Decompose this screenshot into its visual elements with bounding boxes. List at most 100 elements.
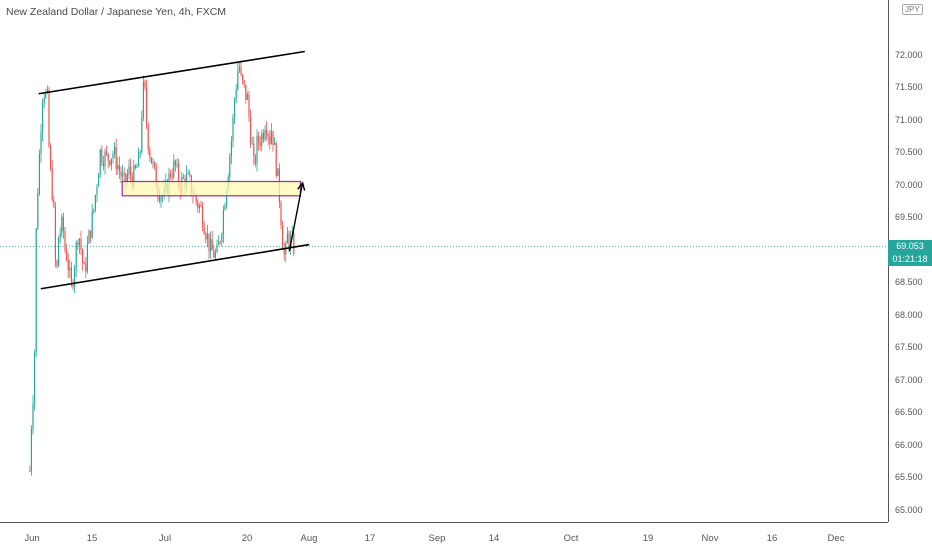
candle-body [122,173,124,177]
candle-body [254,156,256,164]
candle-body [141,117,143,152]
time-tick-label: Oct [563,533,579,544]
candle-body [206,233,208,240]
candle-body [34,352,36,404]
chart-area[interactable]: New Zealand Dollar / Japanese Yen, 4h, F… [0,0,888,522]
candle-body [211,239,213,251]
candle-body [176,163,178,166]
candle-body [150,157,152,164]
candle-body [82,249,84,264]
candle-body [80,238,82,250]
candle-body [40,132,42,154]
candle-body [83,263,85,265]
candle-body [144,81,146,88]
price-tick-label: 65.000 [895,504,923,515]
time-tick-label: 15 [86,533,98,544]
time-tick-label: Jul [158,533,172,544]
candle-body [178,163,180,185]
time-tick-label: 17 [364,533,376,544]
candle-body [91,211,93,238]
candle-body [264,129,266,140]
candle-body [155,166,157,188]
candle-body [238,66,240,71]
price-axis[interactable]: JPY 72.000 71.500 71.000 70.500 70.000 69.500… [888,0,932,522]
candle-body [234,99,236,118]
candle-body [253,143,255,157]
time-tick-label: Sep [428,533,446,544]
candle-body [93,209,95,212]
candle-body [203,227,205,235]
candle-body [61,216,63,234]
candle-body [229,155,231,177]
candle-body [66,250,68,261]
candle-body [115,146,117,169]
time-tick-label: Aug [300,533,318,544]
candle-body [114,146,116,154]
time-tick-label: Jun [24,533,40,544]
price-tick-label: 69.500 [895,212,923,223]
price-tick-label: 70.500 [895,147,923,158]
candle-body [109,160,111,166]
candle-body [51,168,53,200]
candle-body [133,165,135,187]
price-tick-label: 65.500 [895,472,923,483]
candle-body [54,205,56,261]
projection-arrow [288,182,304,252]
candle-body [242,74,244,81]
candle-body [198,205,200,208]
candle-body [53,199,55,206]
candle-body [94,195,96,210]
candle-body [293,233,295,254]
candle-body [282,225,284,250]
price-tick-label: 66.500 [895,407,923,418]
candle-body [59,233,61,238]
candle-body [224,205,226,211]
candle-body [237,70,239,90]
candle-body [218,241,220,246]
candle-body [270,130,272,144]
candle-body [186,173,188,188]
candle-body [50,146,52,169]
candle-body [62,216,64,231]
candle-body [267,134,269,137]
candle-body [42,102,44,133]
candle-body [189,173,191,176]
candle-body [283,249,285,255]
candle-body [147,123,149,151]
price-tick-label: 71.500 [895,82,923,93]
price-tick-label: 67.500 [895,342,923,353]
candle-body [240,66,242,75]
candle-body [235,89,237,100]
candle-body [149,150,151,158]
candle-body [98,174,100,187]
candle-body [250,116,252,145]
channel-lower-line [40,243,310,290]
candle-body [90,230,92,238]
time-axis[interactable]: Jun 15 Jul 20 Aug 17 Sep 14 Oct 19 Nov 16 Dec [0,522,888,550]
candle-body [202,206,204,228]
price-tick-label: 71.000 [895,114,923,125]
candle-body [56,260,58,267]
candle-body [88,230,90,244]
candle-body [222,210,224,235]
candle-body [275,142,277,176]
candle-body [29,470,31,472]
candle-body [152,162,154,164]
candle-body [160,196,162,202]
candle-body [134,165,136,168]
candle-body [251,143,253,145]
time-tick-label: 16 [766,533,778,544]
candle-body [67,260,69,271]
candle-body [125,173,127,182]
time-tick-label: Nov [701,533,719,544]
candle-body [64,230,66,251]
bar-countdown-label: 01:21:18 [888,252,932,266]
candle-body [101,149,103,163]
price-chart[interactable] [0,0,888,522]
candle-body [139,151,141,153]
price-tick-label: 67.000 [895,374,923,385]
candle-body [32,403,34,430]
candle-body [46,89,48,92]
candle-body [106,151,108,154]
candle-body [120,170,122,177]
